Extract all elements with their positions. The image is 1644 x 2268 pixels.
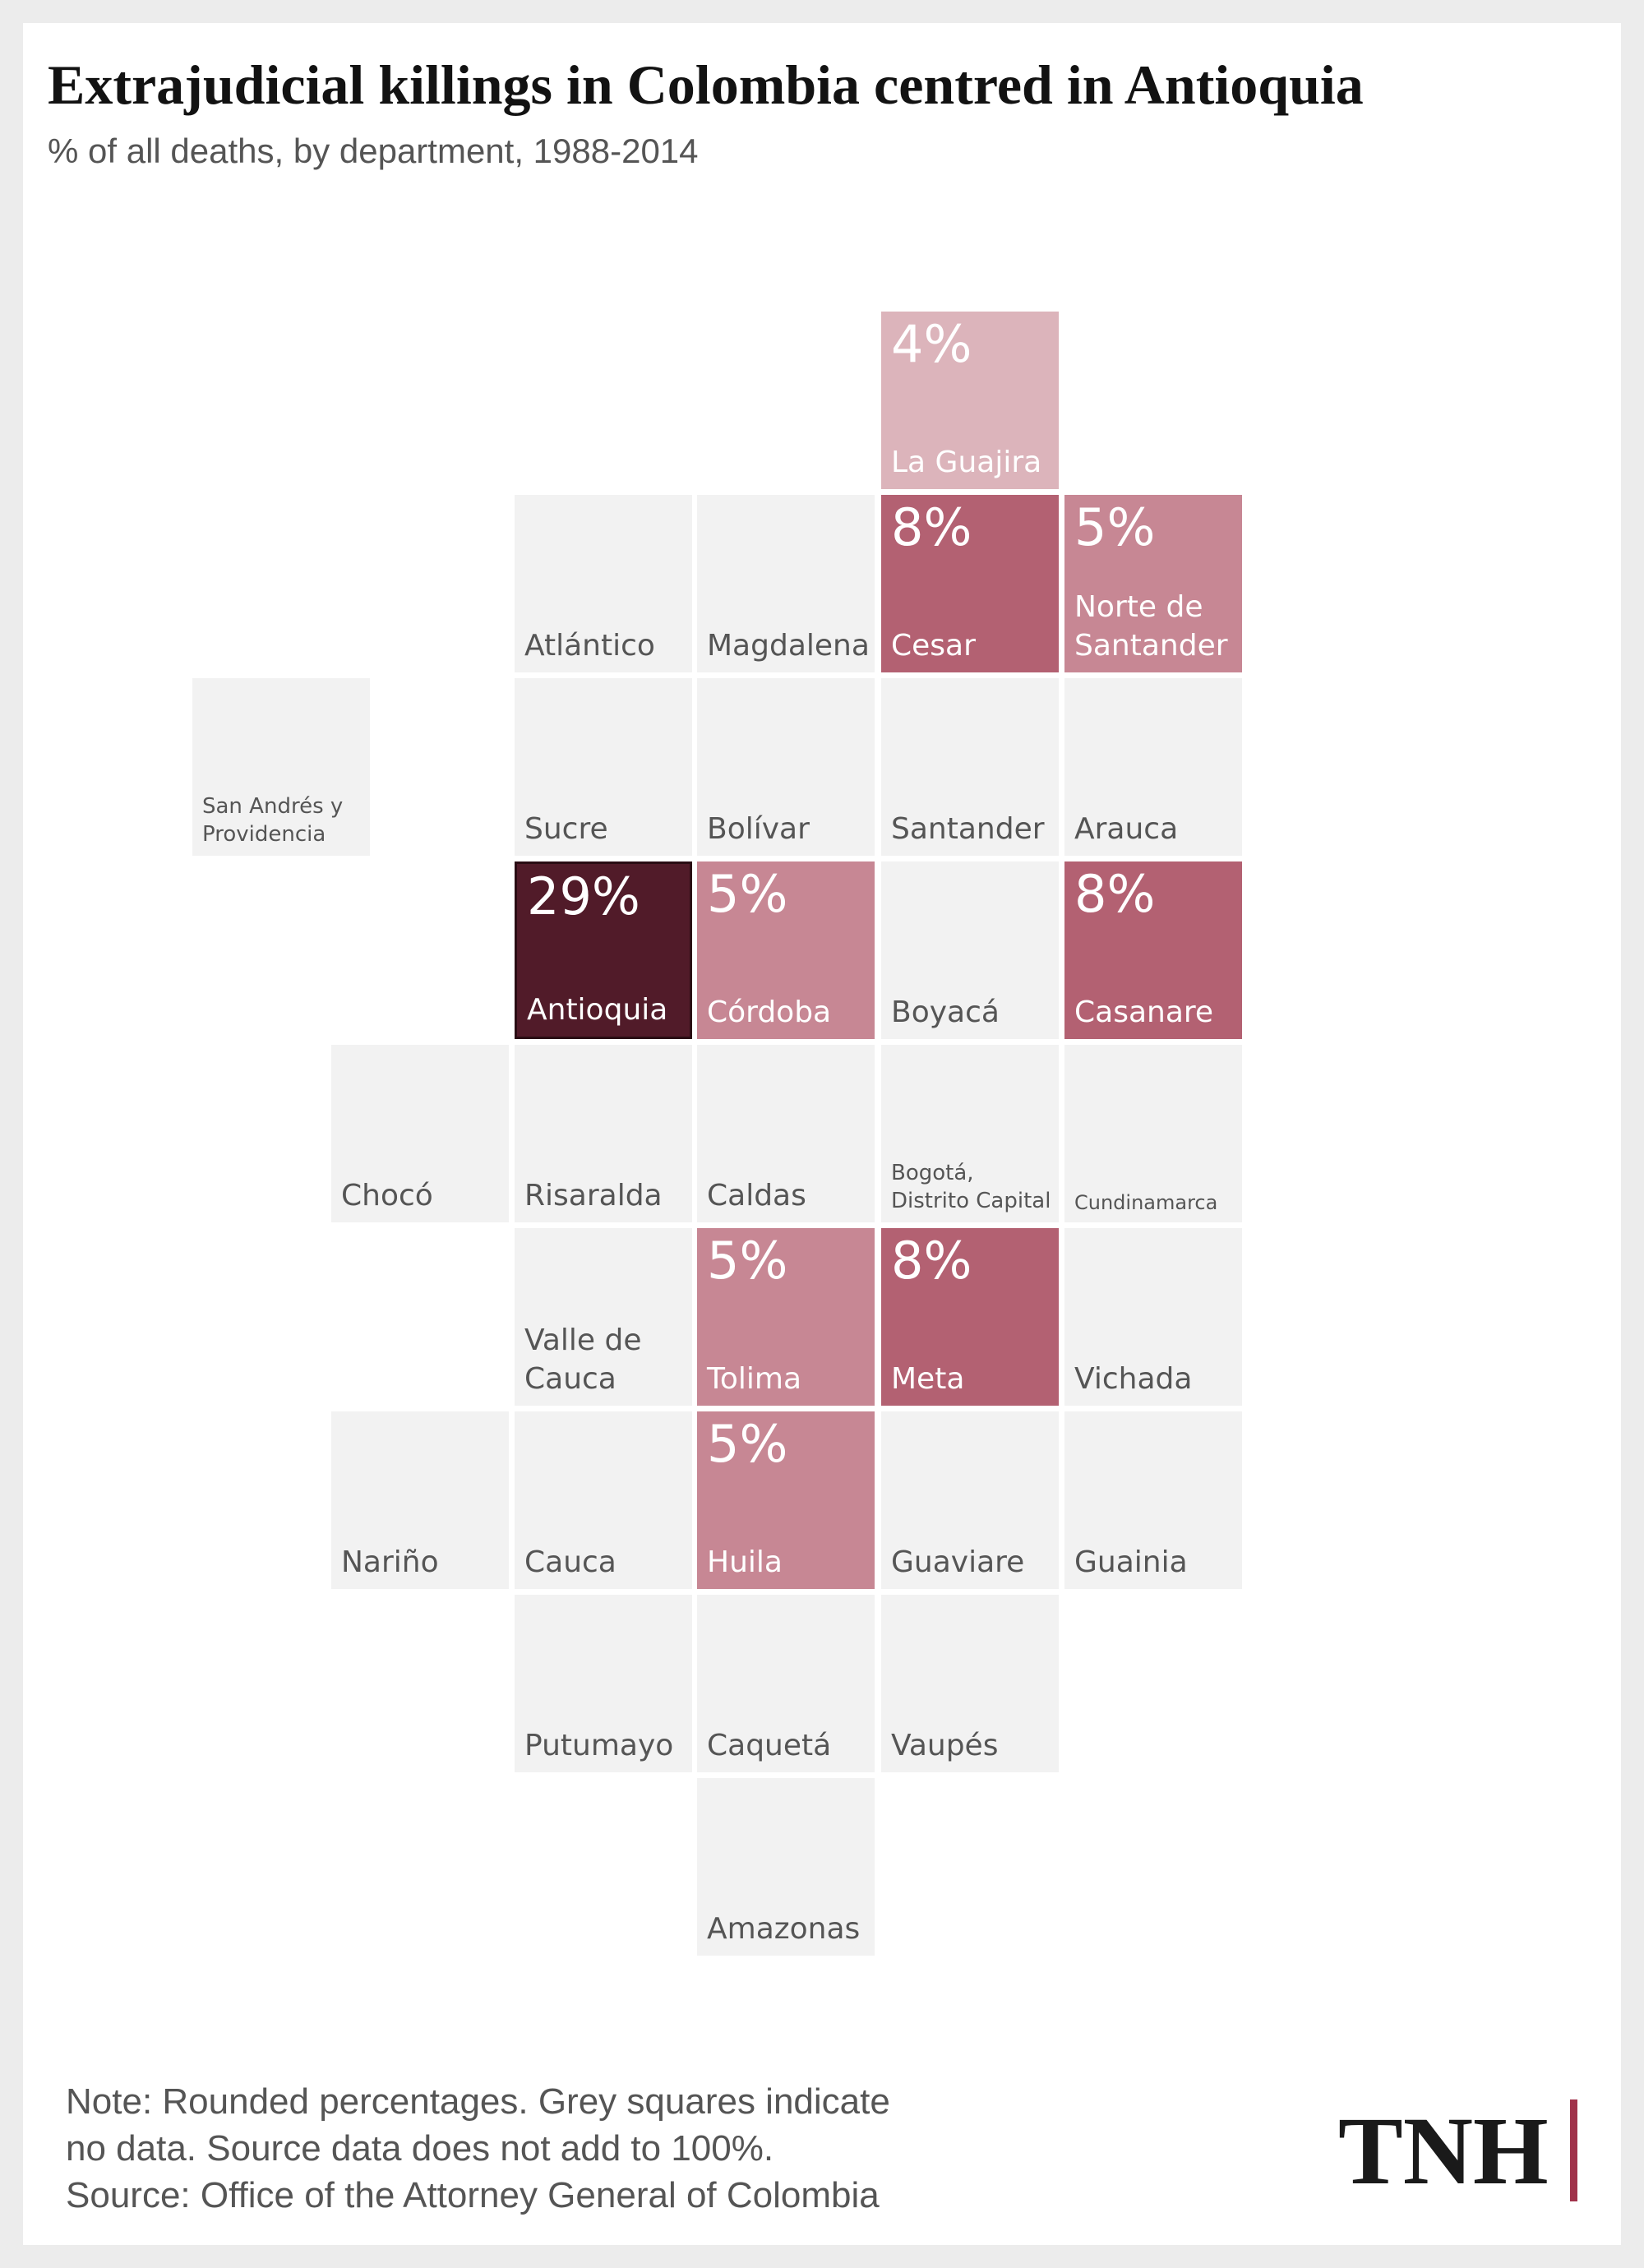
department-tile-caqueta: Caquetá (697, 1595, 875, 1772)
department-value: 5% (1074, 497, 1156, 557)
department-tile-la-guajira: 4% La Guajira (881, 312, 1059, 489)
department-name: Chocó (341, 1179, 433, 1213)
department-name: Vaupés (891, 1729, 999, 1763)
department-name: Meta (891, 1362, 965, 1397)
department-name: Caquetá (707, 1729, 832, 1763)
chart-note: Note: Rounded percentages. Grey squares … (66, 2078, 890, 2219)
department-tile-vaupes: Vaupés (881, 1595, 1059, 1772)
department-name: Antioquia (527, 993, 668, 1028)
department-name: Caldas (707, 1179, 806, 1213)
department-tile-san-andres-y-providencia: San Andrés y Providencia (192, 678, 370, 856)
tile-grid-map: 4% La Guajira Atlántico Magdalena 8% Cesar 5% N… (23, 23, 1621, 2245)
department-tile-bolivar: Bolívar (697, 678, 875, 856)
chart-card: Extrajudicial killings in Colombia centr… (23, 23, 1621, 2245)
department-name: Norte de Santander (1074, 590, 1228, 663)
department-value: 8% (1074, 864, 1156, 924)
department-name: Guaviare (891, 1545, 1025, 1580)
department-tile-cesar: 8% Cesar (881, 495, 1059, 672)
department-name: La Guajira (891, 446, 1042, 480)
note-line: no data. Source data does not add to 100… (66, 2128, 774, 2169)
department-name: Nariño (341, 1545, 439, 1580)
department-name: Boyacá (891, 995, 1000, 1030)
department-name: Magdalena (707, 629, 870, 663)
logo-accent-bar (1570, 2099, 1577, 2201)
department-name: Atlántico (524, 629, 655, 663)
department-name: Vichada (1074, 1362, 1193, 1397)
department-name: Casanare (1074, 995, 1214, 1030)
department-tile-cundinamarca: Cundinamarca (1064, 1045, 1242, 1222)
department-tile-tolima: 5% Tolima (697, 1228, 875, 1406)
department-name: Sucre (524, 812, 608, 847)
department-name: Huila (707, 1545, 783, 1580)
department-tile-guainia: Guainia (1064, 1411, 1242, 1589)
department-name: Risaralda (524, 1179, 663, 1213)
department-tile-antioquia: 29% Antioquia (515, 861, 692, 1039)
department-name: Santander (891, 812, 1045, 847)
department-tile-caldas: Caldas (697, 1045, 875, 1222)
department-tile-amazonas: Amazonas (697, 1778, 875, 1956)
department-tile-putumayo: Putumayo (515, 1595, 692, 1772)
department-tile-narino: Nariño (331, 1411, 509, 1589)
note-line: Note: Rounded percentages. Grey squares … (66, 2081, 890, 2122)
department-value: 8% (891, 497, 972, 557)
department-tile-meta: 8% Meta (881, 1228, 1059, 1406)
department-tile-huila: 5% Huila (697, 1411, 875, 1589)
department-value: 5% (707, 864, 788, 924)
department-tile-cauca: Cauca (515, 1411, 692, 1589)
department-value: 5% (707, 1414, 788, 1474)
department-tile-boyaca: Boyacá (881, 861, 1059, 1039)
department-value: 8% (891, 1231, 972, 1291)
department-name: Amazonas (707, 1912, 861, 1947)
department-name: San Andrés y Providencia (202, 794, 344, 848)
department-name: Arauca (1074, 812, 1179, 847)
department-value: 5% (707, 1231, 788, 1291)
department-name: Cauca (524, 1545, 616, 1580)
department-tile-risaralda: Risaralda (515, 1045, 692, 1222)
department-tile-valle-de-cauca: Valle de Cauca (515, 1228, 692, 1406)
department-value: 4% (891, 314, 972, 374)
department-tile-santander: Santander (881, 678, 1059, 856)
department-name: Putumayo (524, 1729, 674, 1763)
source-line: Source: Office of the Attorney General o… (66, 2175, 880, 2215)
department-tile-choco: Chocó (331, 1045, 509, 1222)
department-tile-arauca: Arauca (1064, 678, 1242, 856)
chart-title: Extrajudicial killings in Colombia centr… (48, 53, 1364, 116)
department-tile-vichada: Vichada (1064, 1228, 1242, 1406)
chart-subtitle: % of all deaths, by department, 1988-201… (48, 132, 699, 170)
department-tile-cordoba: 5% Córdoba (697, 861, 875, 1039)
department-name: Bogotá, Distrito Capital (891, 1161, 1051, 1214)
department-tile-magdalena: Magdalena (697, 495, 875, 672)
department-name: Cesar (891, 629, 976, 663)
department-name: Tolima (707, 1362, 802, 1397)
department-tile-atlantico: Atlántico (515, 495, 692, 672)
department-name: Valle de Cauca (524, 1323, 642, 1397)
department-tile-bogota-distrito-capital: Bogotá, Distrito Capital (881, 1045, 1059, 1222)
department-name: Cundinamarca (1074, 1190, 1218, 1214)
department-tile-norte-de-santander: 5% Norte de Santander (1064, 495, 1242, 672)
tnh-logo: TNH (1338, 2097, 1549, 2205)
department-tile-guaviare: Guaviare (881, 1411, 1059, 1589)
department-tile-casanare: 8% Casanare (1064, 861, 1242, 1039)
department-name: Córdoba (707, 995, 832, 1030)
department-name: Bolívar (707, 812, 810, 847)
department-value: 29% (527, 866, 640, 926)
department-name: Guainia (1074, 1545, 1188, 1580)
department-tile-sucre: Sucre (515, 678, 692, 856)
